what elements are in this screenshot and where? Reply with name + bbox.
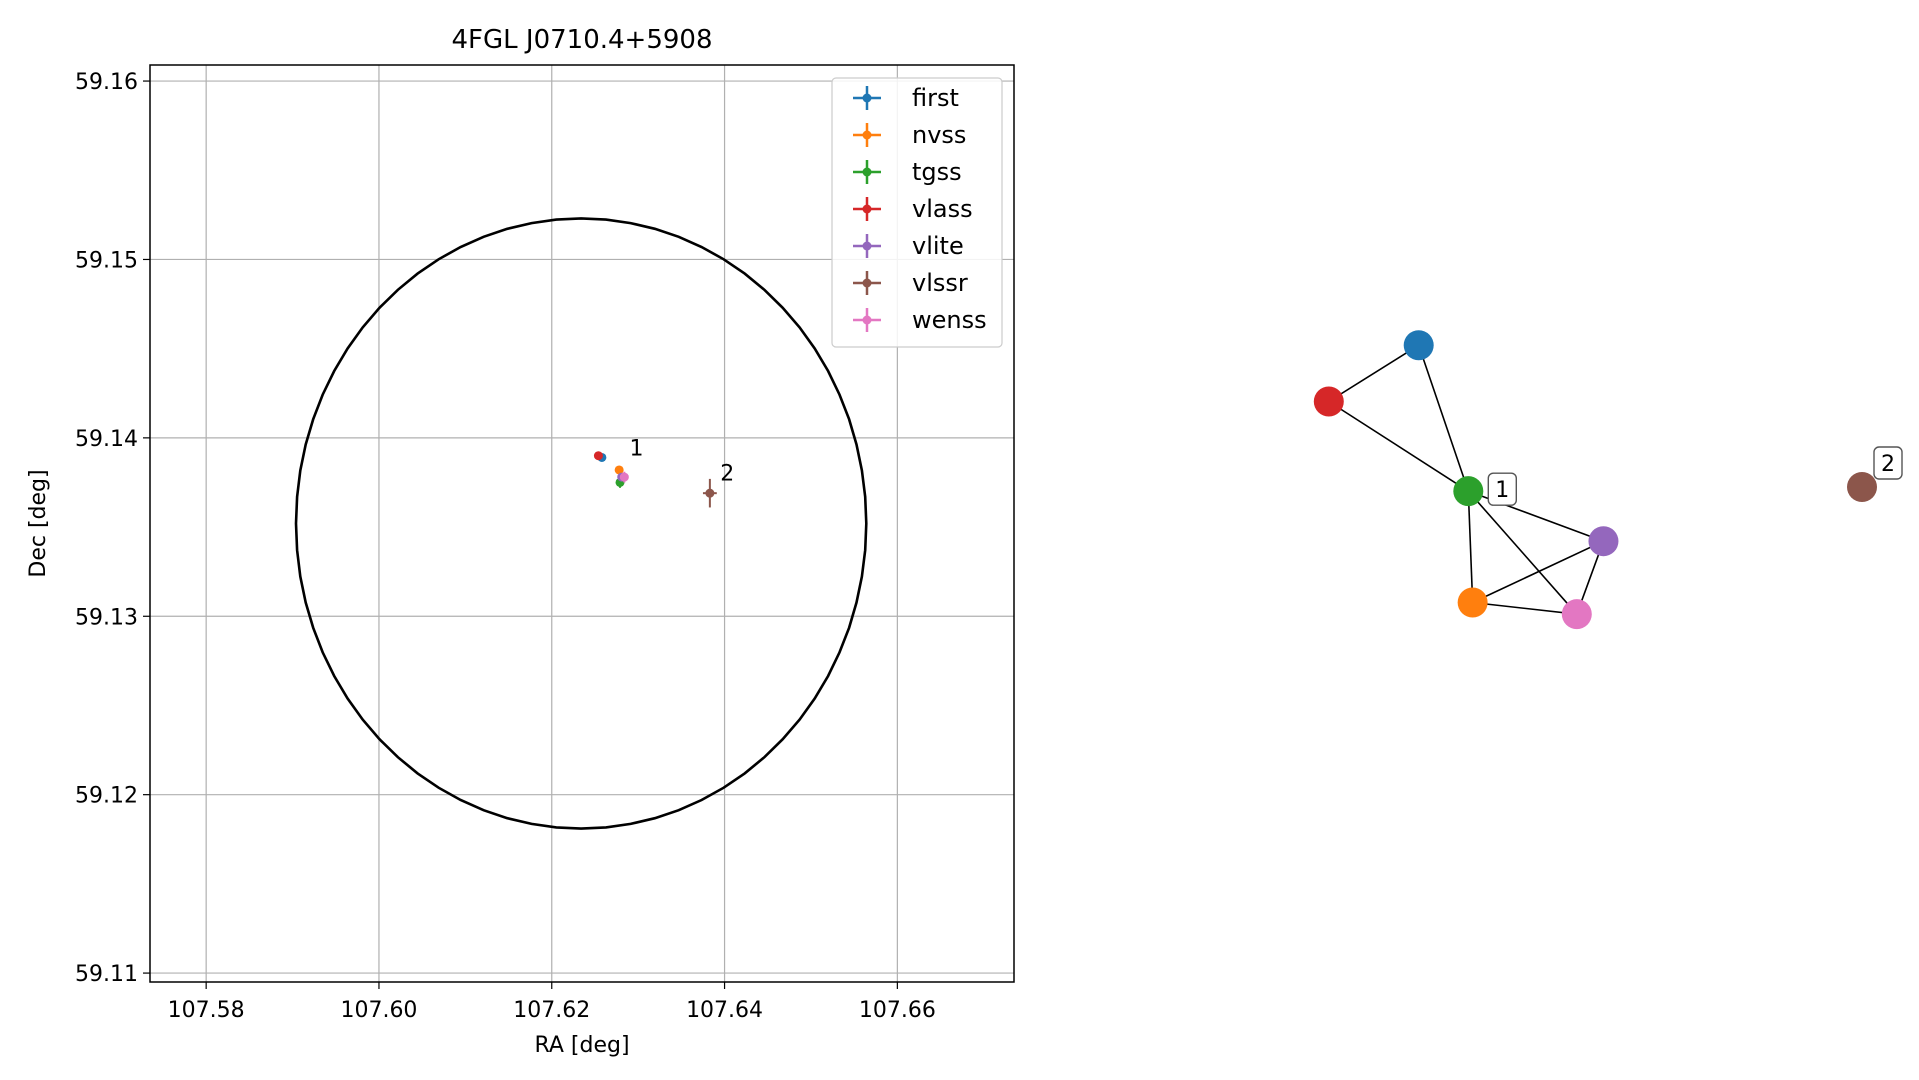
legend-marker-dot	[862, 204, 872, 214]
graph-label-box	[1487, 472, 1518, 506]
graph-label-1: 1	[1487, 472, 1518, 506]
graph-label-text: 2	[1881, 452, 1895, 477]
graph-edge-nvss-wenss	[1472, 601, 1577, 615]
legend-label: wenss	[912, 306, 987, 334]
point-annotation-2: 2	[720, 462, 734, 487]
legend-label: vlssr	[912, 269, 968, 297]
legend-marker-dot	[862, 315, 872, 325]
points-layer	[593, 451, 717, 508]
localization-circle-layer	[294, 217, 868, 830]
graph-node-vlssr	[1847, 471, 1877, 502]
x-tick-label: 107.60	[340, 998, 417, 1023]
legend-marker-dot	[862, 93, 872, 103]
graph-node-first	[1403, 330, 1434, 361]
x-tick-label: 107.64	[686, 998, 763, 1023]
graph-label-2: 2	[1873, 446, 1903, 480]
graph-node-wenss	[1561, 599, 1592, 630]
graph-edge-tgss-wenss	[1467, 490, 1578, 615]
data-point	[593, 451, 603, 461]
legend-item-vlssr: vlssr	[853, 269, 968, 297]
y-tick-label: 59.11	[75, 962, 138, 987]
graph-node-tgss	[1453, 476, 1484, 507]
x-tick-label: 107.62	[513, 998, 590, 1023]
data-point	[705, 488, 715, 498]
data-point	[619, 472, 629, 482]
legend-box	[831, 77, 1003, 348]
graph-edge-first-tgss	[1417, 344, 1470, 492]
legend-label: nvss	[912, 121, 966, 149]
legend-item-first: first	[853, 84, 959, 112]
y-tick-label: 59.13	[75, 605, 138, 630]
ticks-layer: 107.58 107.60 107.62 107.64 107.66 59.11 59.12…	[75, 70, 936, 1023]
point-vlass	[593, 451, 603, 461]
graph-label-text: 1	[1495, 478, 1509, 503]
localization-circle	[294, 217, 868, 830]
x-tick-label: 107.66	[859, 998, 936, 1023]
legend-marker-dot	[862, 130, 872, 140]
graph-node-nvss	[1457, 587, 1488, 618]
graph-edge-vlite-nvss	[1472, 540, 1604, 604]
y-tick-label: 59.16	[75, 70, 138, 95]
legend-item-vlite: vlite	[853, 232, 964, 260]
legend-label: first	[912, 84, 959, 112]
graph-edge-tgss-nvss	[1467, 491, 1474, 603]
legend-label: tgss	[912, 158, 962, 186]
chart-title: 4FGL J0710.4+5908	[452, 25, 713, 55]
x-tick-label: 107.58	[168, 998, 245, 1023]
legend-label: vlass	[912, 195, 973, 223]
graph-edge-first-vlass	[1328, 344, 1420, 403]
graph-nodes	[1313, 330, 1877, 630]
y-axis-label: Dec [deg]	[26, 469, 51, 577]
graph-node-vlite	[1588, 526, 1619, 557]
data-point	[614, 465, 624, 475]
legend-label: vlite	[912, 232, 964, 260]
legend-marker-dot	[862, 167, 872, 177]
legend-item-nvss: nvss	[853, 121, 966, 149]
x-axis-label: RA [deg]	[534, 1033, 629, 1058]
y-tick-label: 59.15	[75, 248, 138, 273]
point-vlssr	[702, 478, 717, 508]
graph-panel: 12	[1313, 330, 1903, 630]
legend-item-tgss: tgss	[853, 158, 962, 186]
legend-item-wenss: wenss	[853, 306, 987, 334]
y-tick-label: 59.12	[75, 784, 138, 809]
graph-labels: 12	[1487, 446, 1903, 506]
point-wenss	[619, 471, 629, 483]
point-annotation-1: 1	[630, 437, 644, 462]
legend: first nvss tgss vlass vlite vlssr wenss	[831, 77, 1003, 348]
legend-marker-dot	[862, 278, 872, 288]
plot-frame	[149, 64, 1015, 983]
scatter-panel: 12 107.58 107.60 107.62 107.64 107.6659.1159…	[26, 25, 1015, 1058]
annotation-layer: 12	[630, 437, 735, 487]
legend-marker-dot	[862, 241, 872, 251]
point-nvss	[614, 465, 624, 475]
legend-item-vlass: vlass	[853, 195, 973, 223]
graph-edge-vlass-tgss	[1328, 400, 1469, 492]
graph-node-vlass	[1313, 386, 1344, 417]
graph-label-box	[1873, 446, 1903, 480]
y-tick-label: 59.14	[75, 427, 138, 452]
